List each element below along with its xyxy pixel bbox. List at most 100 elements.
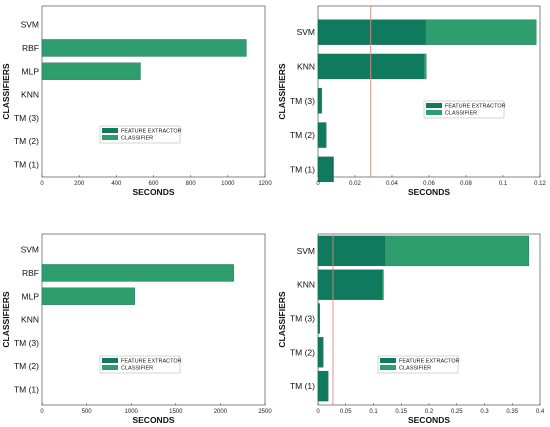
x-axis-label: SECONDS	[132, 415, 174, 425]
x-tick-label: 500	[82, 409, 93, 415]
legend-entry: CLASSIFIER	[121, 366, 153, 372]
chart-panel-2: SVM KNN TM (3) TM (2) TM (1) 0 0.02 0.04 0.06 0.0…	[277, 5, 546, 197]
x-tick-label: 0.02	[349, 181, 361, 187]
legend-box	[99, 125, 181, 144]
x-tick-label: 0.3	[480, 409, 489, 415]
bar-tm-1--feature-extractor	[317, 156, 333, 183]
legend-box	[377, 355, 459, 374]
x-tick-label: 1500	[169, 409, 183, 415]
x-tick-label: 0.1	[369, 409, 378, 415]
x-tick-label: 0	[316, 409, 320, 415]
x-tick-label: 0.06	[423, 181, 435, 187]
x-tick-label: 800	[186, 181, 197, 187]
x-axis-label: SECONDS	[408, 187, 450, 197]
x-tick-label: 200	[74, 181, 85, 187]
category-label: TM (2)	[14, 136, 39, 146]
bar-tm-3--feature-extractor	[317, 303, 320, 334]
category-label: SVM	[297, 27, 315, 37]
bar-svm-feature-extractor	[317, 19, 426, 45]
category-label: SVM	[297, 246, 315, 256]
y-axis-label: CLASSIFIERS	[1, 291, 11, 348]
bar-rbf-classifier	[41, 39, 247, 57]
chart-panel-1: SVM RBF MLP KNN TM (3) TM (2) TM (1) 0 200 400 600…	[1, 5, 272, 197]
category-label: SVM	[21, 245, 39, 255]
x-tick-label: 0.35	[506, 409, 518, 415]
x-axis-label: SECONDS	[408, 415, 450, 425]
category-label: TM (3)	[14, 113, 39, 123]
bar-tm-1--classifier	[332, 156, 334, 183]
chart-panel-4: SVM KNN TM (3) TM (2) TM (1) 0 0.05 0.1 0.15 0.2 0…	[277, 233, 545, 425]
x-tick-label: 2500	[258, 409, 272, 415]
x-tick-label: 0.1	[499, 181, 508, 187]
category-label: KNN	[21, 90, 39, 100]
category-label: TM (2)	[290, 130, 315, 140]
legend-entry: CLASSIFIER	[121, 136, 153, 142]
x-tick-label: 0	[40, 181, 44, 187]
x-axis-label: SECONDS	[132, 187, 174, 197]
x-tick-label: 0.15	[395, 409, 407, 415]
legend-entry: FEATURE EXTRACTOR	[445, 104, 506, 110]
category-label: MLP	[22, 291, 40, 301]
x-tick-label: 0.4	[536, 409, 545, 415]
x-tick-label: 1200	[258, 181, 272, 187]
legend-entry: CLASSIFIER	[399, 366, 431, 372]
category-label: RBF	[22, 43, 39, 53]
x-tick-label: 0.05	[340, 409, 352, 415]
bar-knn-feature-extractor	[317, 269, 382, 300]
category-label: KNN	[21, 315, 39, 325]
legend-swatch	[102, 135, 118, 140]
plot-frame	[41, 233, 266, 406]
x-tick-label: 2000	[214, 409, 228, 415]
category-label: TM (1)	[290, 381, 315, 391]
legend-swatch	[426, 103, 442, 108]
category-label: RBF	[22, 268, 39, 278]
x-tick-label: 0.08	[460, 181, 472, 187]
x-tick-label: 0.04	[386, 181, 398, 187]
x-tick-label: 600	[148, 181, 159, 187]
x-tick-label: 400	[111, 181, 122, 187]
category-label: TM (3)	[14, 338, 39, 348]
category-label: KNN	[297, 61, 315, 71]
legend-box	[99, 355, 181, 374]
legend-swatch	[380, 358, 396, 363]
legend-entry: FEATURE EXTRACTOR	[121, 359, 182, 365]
category-label: KNN	[297, 280, 315, 290]
bar-mlp-classifier	[41, 287, 135, 305]
category-label: MLP	[22, 66, 40, 76]
y-axis-label: CLASSIFIERS	[277, 291, 287, 348]
x-tick-label: 0	[316, 181, 320, 187]
bar-mlp-classifier	[41, 62, 141, 80]
x-tick-label: 1000	[125, 409, 139, 415]
legend-entry: FEATURE EXTRACTOR	[121, 129, 182, 135]
category-label: TM (1)	[14, 384, 39, 394]
bar-tm-2--classifier	[322, 337, 324, 368]
legend-swatch	[426, 110, 442, 115]
bar-knn-classifier	[423, 53, 427, 80]
category-label: TM (2)	[290, 347, 315, 357]
bar-svm-classifier	[384, 235, 530, 267]
bar-tm-1--classifier	[327, 370, 329, 402]
legend-swatch	[102, 365, 118, 370]
x-tick-label: 0.25	[451, 409, 463, 415]
category-label: TM (1)	[14, 159, 39, 169]
legend-swatch	[102, 128, 118, 133]
x-tick-label: 1000	[221, 181, 235, 187]
category-label: TM (3)	[290, 96, 315, 106]
x-tick-label: 0.12	[534, 181, 546, 187]
category-label: SVM	[21, 20, 39, 30]
plot-frame	[41, 5, 266, 178]
bar-svm-feature-extractor	[317, 235, 385, 267]
bar-tm-1--feature-extractor	[317, 370, 328, 402]
legend-entry: CLASSIFIER	[445, 111, 477, 117]
category-label: TM (2)	[14, 361, 39, 371]
legend-box	[423, 100, 505, 119]
bar-tm-2--classifier	[325, 122, 327, 148]
chart-panel-3: SVM RBF MLP KNN TM (3) TM (2) TM (1) 0 500 1000 15…	[1, 233, 272, 425]
bar-knn-classifier	[381, 269, 384, 300]
bar-svm-classifier	[425, 19, 537, 45]
y-axis-label: CLASSIFIERS	[277, 63, 287, 120]
